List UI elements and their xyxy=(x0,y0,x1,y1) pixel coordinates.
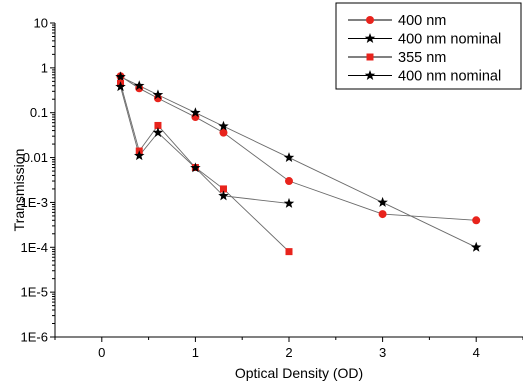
series-4-point xyxy=(218,190,229,201)
series-1-point xyxy=(472,216,481,225)
series-lines xyxy=(120,75,477,252)
series-4-point xyxy=(283,197,295,208)
series-3-line xyxy=(120,83,290,252)
x-tick-label: 4 xyxy=(473,345,480,360)
x-axis: 0 1 2 3 4 xyxy=(54,337,523,360)
x-tick-label: 3 xyxy=(379,345,386,360)
series-2-point xyxy=(134,80,145,91)
y-tick-label: 1E-5 xyxy=(21,285,48,300)
series-4-point xyxy=(152,127,164,138)
series-2-line xyxy=(120,76,477,248)
y-tick-label: 0.01 xyxy=(23,150,48,165)
legend-label: 400 nm nominal xyxy=(398,32,501,48)
series-2-point xyxy=(283,152,295,163)
y-tick-label: 1E-6 xyxy=(21,330,48,345)
y-tick-label: 1E-4 xyxy=(21,240,48,255)
series-4-point xyxy=(134,150,145,161)
y-axis: 1E-6 1E-5 1E-4 1E-3 0.01 0.1 1 10 xyxy=(21,16,55,345)
x-tick-label: 2 xyxy=(285,345,292,360)
legend: 400 nm 400 nm nominal 355 nm 400 nm nominal xyxy=(335,2,522,90)
x-tick-label: 1 xyxy=(192,345,199,360)
series-1-point xyxy=(378,210,387,219)
legend-label: 400 nm nominal xyxy=(398,69,501,85)
x-tick-label: 0 xyxy=(98,345,105,360)
series-2-point xyxy=(377,196,388,207)
series-3-point xyxy=(219,185,227,193)
y-axis-title: Transmission xyxy=(11,149,27,232)
series-4-point xyxy=(115,81,126,92)
series-2-point xyxy=(470,241,482,252)
series-3-point xyxy=(285,248,293,256)
y-tick-label: 1 xyxy=(41,60,48,75)
legend-marker xyxy=(366,16,374,24)
series-2-point xyxy=(115,71,126,82)
series-1-line xyxy=(120,75,477,221)
legend-label: 355 nm xyxy=(398,50,446,66)
series-1-point xyxy=(285,177,293,186)
series-2-point xyxy=(152,89,164,100)
x-axis-title: Optical Density (OD) xyxy=(235,365,363,381)
legend-marker xyxy=(364,33,376,43)
series-markers xyxy=(115,71,482,256)
y-tick-label: 1E-3 xyxy=(21,195,48,210)
y-tick-label: 10 xyxy=(34,16,48,31)
legend-marker xyxy=(364,70,376,80)
series-2-point xyxy=(190,107,201,118)
series-4-point xyxy=(190,162,201,173)
series-1-point xyxy=(219,128,228,137)
y-tick-label: 0.1 xyxy=(30,105,48,120)
series-3-point xyxy=(154,121,162,129)
series-4-line xyxy=(120,86,290,204)
series-2-point xyxy=(218,120,229,131)
legend-label: 400 nm xyxy=(398,13,446,29)
legend-marker xyxy=(366,53,374,61)
